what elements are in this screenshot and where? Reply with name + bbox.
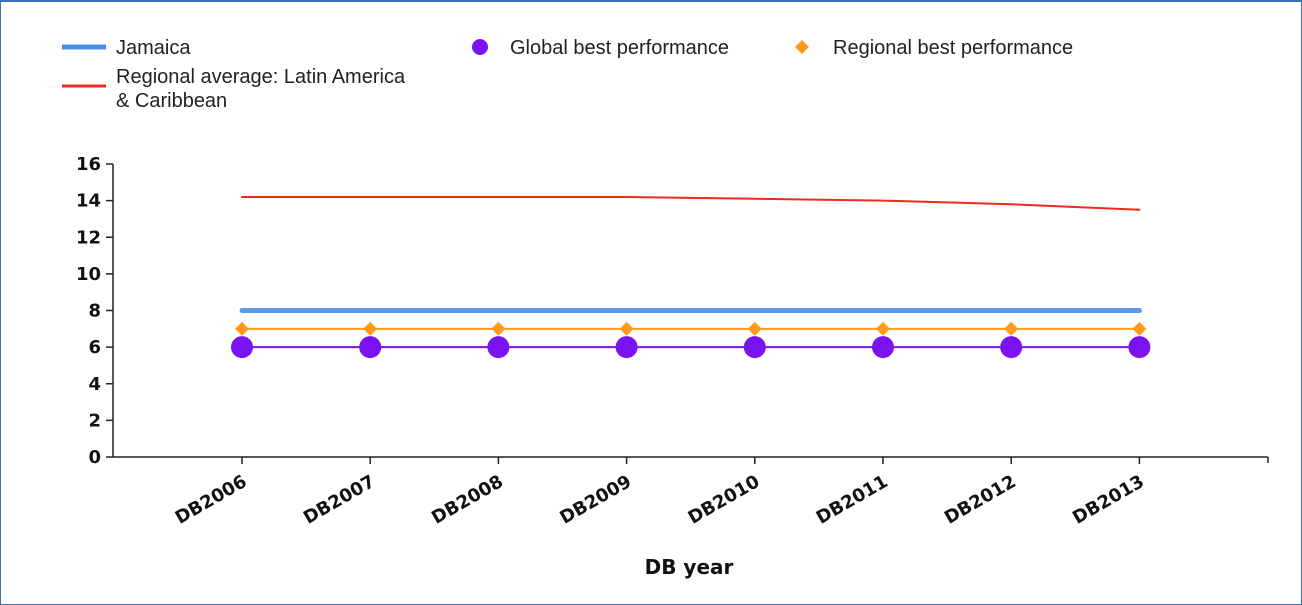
x-tick-label: DB2007 xyxy=(300,471,379,529)
y-tick-label: 10 xyxy=(76,264,101,285)
legend-label-jamaica: Jamaica xyxy=(116,37,191,59)
y-tick-label: 4 xyxy=(88,374,101,395)
data-point-global-best-performance xyxy=(359,336,382,359)
legend-label-global-best: Global best performance xyxy=(510,37,729,59)
data-point-global-best-performance xyxy=(487,336,510,359)
legend-label-regional-average-line-1: Regional average: Latin America xyxy=(116,66,406,88)
legend: Jamaica Regional average: Latin America … xyxy=(62,37,1073,112)
data-point-global-best-performance xyxy=(743,336,766,359)
x-tick-label: DB2009 xyxy=(556,471,635,529)
data-point-regional-best-performance xyxy=(1004,321,1019,336)
x-tick-label: DB2008 xyxy=(428,471,507,529)
y-tick-label: 0 xyxy=(88,447,101,468)
data-point-regional-best-performance xyxy=(747,321,762,336)
series-regional-best-performance xyxy=(235,321,1147,336)
x-tick-label: DB2012 xyxy=(941,471,1020,529)
data-point-regional-best-performance xyxy=(876,321,890,336)
data-point-regional-best-performance xyxy=(619,321,634,336)
y-tick-label: 14 xyxy=(76,191,101,212)
legend-swatch-regional-best xyxy=(795,40,809,54)
x-tick-label: DB2006 xyxy=(172,471,251,529)
x-tick-label: DB2010 xyxy=(685,471,764,529)
data-point-regional-best-performance xyxy=(235,321,249,336)
y-tick-label: 16 xyxy=(76,154,101,175)
series-global-best-performance xyxy=(231,336,1151,359)
series-layer xyxy=(231,195,1151,359)
y-tick-label: 12 xyxy=(76,227,101,248)
legend-swatch-global-best xyxy=(472,39,488,55)
data-point-global-best-performance xyxy=(1128,336,1151,359)
x-tick-label: DB2011 xyxy=(813,471,892,529)
axes: 0 2 4 6 8 10 12 14 16 DB2006 DB2007 DB2008 DB2009 DB2… xyxy=(76,154,1269,529)
x-axis-label: DB year xyxy=(645,555,734,579)
data-point-regional-best-performance xyxy=(1132,321,1147,336)
data-point-global-best-performance xyxy=(615,336,638,359)
series-regional-average-latin-america-caribbean xyxy=(241,195,1141,211)
legend-label-regional-average-line-2: & Caribbean xyxy=(116,90,227,112)
x-tick-label: DB2013 xyxy=(1069,471,1148,529)
data-point-regional-best-performance xyxy=(491,321,506,336)
data-point-global-best-performance xyxy=(872,336,894,359)
y-tick-label: 8 xyxy=(88,301,101,322)
y-tick-label: 2 xyxy=(88,410,101,431)
legend-label-regional-average: Regional average: Latin America & Caribb… xyxy=(116,66,411,112)
legend-label-regional-best: Regional best performance xyxy=(833,37,1073,59)
series-line-regional-average-latin-america-caribbean xyxy=(241,195,1141,211)
data-point-global-best-performance xyxy=(1000,336,1023,359)
data-point-global-best-performance xyxy=(231,336,253,359)
data-point-regional-best-performance xyxy=(363,321,378,336)
y-tick-label: 6 xyxy=(88,337,101,358)
